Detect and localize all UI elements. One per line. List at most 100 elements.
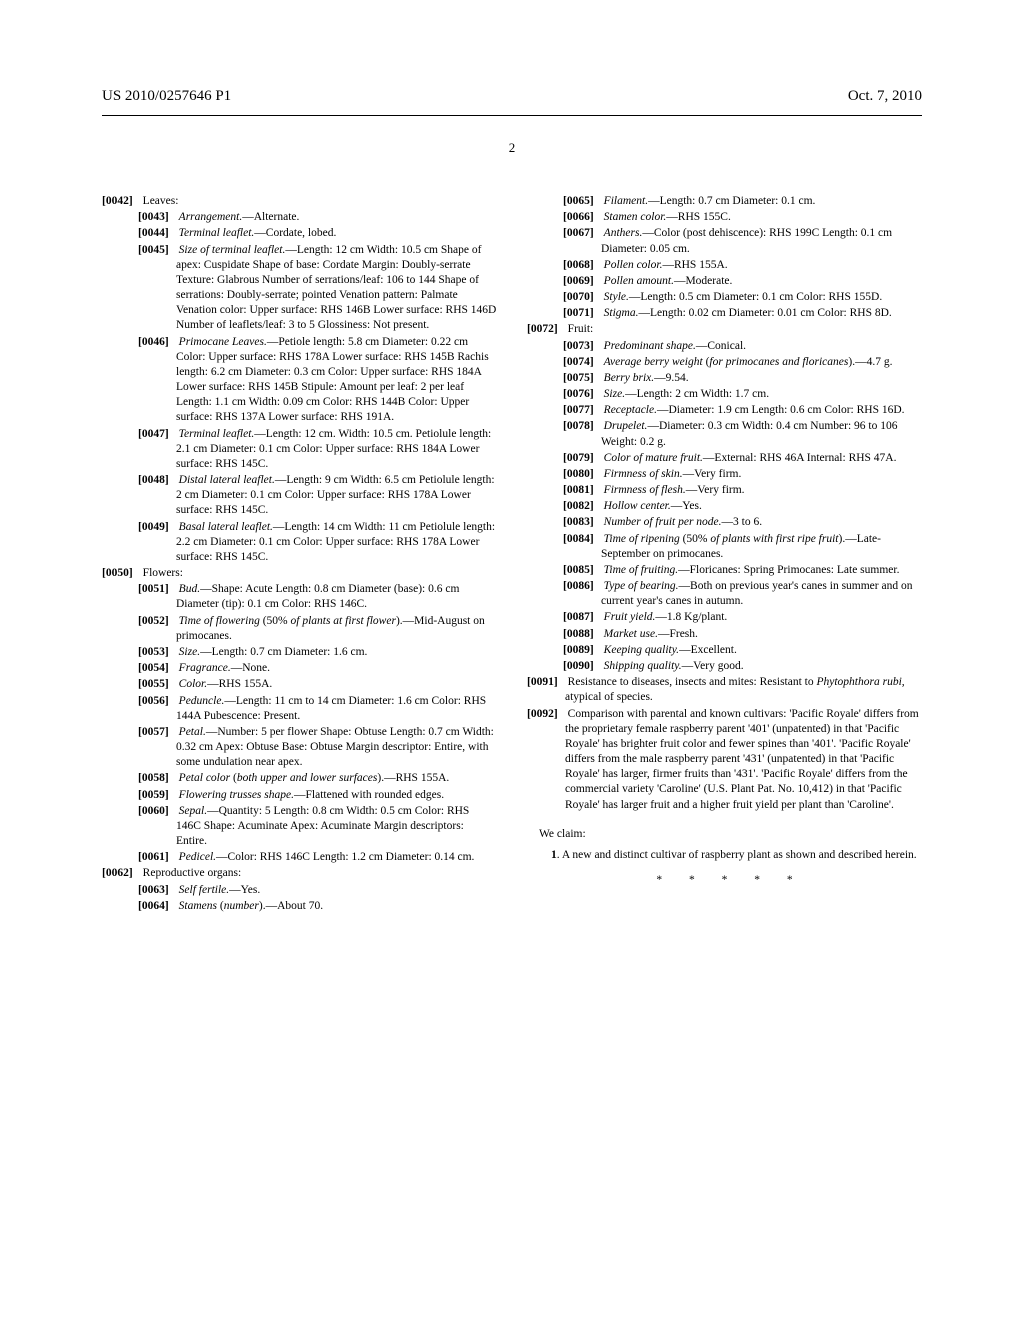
paragraph-text: —Quantity: 5 Length: 0.8 cm Width: 0.5 c… bbox=[176, 805, 469, 847]
paragraph-entry: [0048]Distal lateral leaflet.—Length: 9 … bbox=[102, 473, 497, 519]
paragraph-number: [0047] bbox=[138, 428, 169, 440]
paragraph-entry: [0071]Stigma.—Length: 0.02 cm Diameter: … bbox=[527, 306, 922, 321]
paragraph-text: ).—About 70. bbox=[259, 900, 323, 912]
paragraph-number: [0080] bbox=[563, 468, 594, 480]
paragraph-text: —Length: 12 cm Width: 10.5 cm Shape of a… bbox=[176, 244, 496, 332]
paragraph-entry: [0062] Reproductive organs: bbox=[102, 866, 497, 881]
paragraph-text: Time of flowering bbox=[179, 615, 263, 627]
paragraph-entry: [0045]Size of terminal leaflet.—Length: … bbox=[102, 243, 497, 334]
paragraph-text: —Floricanes: Spring Primocanes: Late sum… bbox=[678, 564, 899, 576]
paragraph-number: [0089] bbox=[563, 644, 594, 656]
paragraph-entry: [0070]Style.—Length: 0.5 cm Diameter: 0.… bbox=[527, 290, 922, 305]
paragraph-entry: [0092]Comparison with parental and known… bbox=[527, 707, 922, 813]
paragraph-entry: [0077]Receptacle.—Diameter: 1.9 cm Lengt… bbox=[527, 403, 922, 418]
paragraph-text: Number of fruit per node. bbox=[604, 516, 722, 528]
paragraph-number: [0056] bbox=[138, 695, 169, 707]
paragraph-number: [0070] bbox=[563, 291, 594, 303]
paragraph-text: —9.54. bbox=[654, 372, 689, 384]
paragraph-entry: [0067]Anthers.—Color (post dehiscence): … bbox=[527, 226, 922, 256]
paragraph-number: [0043] bbox=[138, 211, 169, 223]
paragraph-text: Size. bbox=[179, 646, 200, 658]
paragraph-number: [0050] bbox=[102, 567, 133, 579]
paragraph-text: Leaves: bbox=[143, 195, 179, 207]
paragraph-entry: [0066]Stamen color.—RHS 155C. bbox=[527, 210, 922, 225]
claims-section: We claim:1. A new and distinct cultivar … bbox=[527, 827, 922, 889]
paragraph-text: Reproductive organs: bbox=[143, 867, 241, 879]
paragraph-number: [0082] bbox=[563, 500, 594, 512]
paragraph-text: —Cordate, lobed. bbox=[254, 227, 336, 239]
paragraph-text: Color of mature fruit. bbox=[604, 452, 703, 464]
paragraph-entry: [0086]Type of bearing.—Both on previous … bbox=[527, 579, 922, 609]
paragraph-text: Keeping quality. bbox=[604, 644, 679, 656]
paragraph-entry: [0052]Time of flowering (50% of plants a… bbox=[102, 614, 497, 644]
paragraph-text: —Color: RHS 146C Length: 1.2 cm Diameter… bbox=[216, 851, 474, 863]
paragraph-text: Type of bearing. bbox=[604, 580, 679, 592]
paragraph-entry: [0089]Keeping quality.—Excellent. bbox=[527, 643, 922, 658]
two-column-content: [0042]Leaves:[0043]Arrangement.—Alternat… bbox=[0, 194, 1024, 915]
paragraph-text: Stigma. bbox=[604, 307, 639, 319]
paragraph-text: —None. bbox=[231, 662, 270, 674]
paragraph-entry: [0061]Pedicel.—Color: RHS 146C Length: 1… bbox=[102, 850, 497, 865]
paragraph-number: [0076] bbox=[563, 388, 594, 400]
paragraph-text: —Very firm. bbox=[683, 468, 742, 480]
paragraph-number: [0044] bbox=[138, 227, 169, 239]
claim-text: 1. A new and distinct cultivar of raspbe… bbox=[539, 848, 922, 863]
paragraph-text: Size. bbox=[604, 388, 625, 400]
paragraph-entry: [0059]Flowering trusses shape.—Flattened… bbox=[102, 788, 497, 803]
paragraph-number: [0084] bbox=[563, 533, 594, 545]
paragraph-number: [0046] bbox=[138, 336, 169, 348]
paragraph-entry: [0085]Time of fruiting.—Floricanes: Spri… bbox=[527, 563, 922, 578]
paragraph-text: ).—4.7 g. bbox=[848, 356, 892, 368]
paragraph-entry: [0051]Bud.—Shape: Acute Length: 0.8 cm D… bbox=[102, 582, 497, 612]
paragraph-entry: [0069]Pollen amount.—Moderate. bbox=[527, 274, 922, 289]
paragraph-number: [0069] bbox=[563, 275, 594, 287]
paragraph-text: Petal. bbox=[179, 726, 206, 738]
paragraph-text: Fruit: bbox=[568, 323, 594, 335]
paragraph-text: —RHS 155A. bbox=[207, 678, 272, 690]
paragraph-number: [0072] bbox=[527, 323, 558, 335]
paragraph-text: Terminal leaflet. bbox=[179, 428, 255, 440]
paragraph-text: Firmness of skin. bbox=[604, 468, 683, 480]
paragraph-text: Style. bbox=[604, 291, 629, 303]
paragraph-number: [0078] bbox=[563, 420, 594, 432]
paragraph-text: Firmness of flesh. bbox=[604, 484, 686, 496]
paragraph-entry: [0083]Number of fruit per node.—3 to 6. bbox=[527, 515, 922, 530]
paragraph-text: —Number: 5 per flower Shape: Obtuse Leng… bbox=[176, 726, 494, 768]
paragraph-text: Bud. bbox=[179, 583, 200, 595]
paragraph-text: Arrangement. bbox=[179, 211, 243, 223]
paragraph-number: [0058] bbox=[138, 772, 169, 784]
paragraph-entry: [0091]Resistance to diseases, insects an… bbox=[527, 675, 922, 705]
paragraph-text: Fruit yield. bbox=[604, 611, 656, 623]
paragraph-number: [0068] bbox=[563, 259, 594, 271]
paragraph-number: [0081] bbox=[563, 484, 594, 496]
paragraph-text: ).—RHS 155A. bbox=[377, 772, 449, 784]
paragraph-text: Sepal. bbox=[179, 805, 207, 817]
paragraph-text: —Yes. bbox=[671, 500, 702, 512]
paragraph-entry: [0075]Berry brix.—9.54. bbox=[527, 371, 922, 386]
publication-date: Oct. 7, 2010 bbox=[848, 88, 922, 105]
paragraph-number: [0055] bbox=[138, 678, 169, 690]
left-column: [0042]Leaves:[0043]Arrangement.—Alternat… bbox=[102, 194, 497, 915]
paragraph-entry: [0065]Filament.—Length: 0.7 cm Diameter:… bbox=[527, 194, 922, 209]
paragraph-entry: [0049]Basal lateral leaflet.—Length: 14 … bbox=[102, 520, 497, 566]
paragraph-number: [0075] bbox=[563, 372, 594, 384]
paragraph-text: Average berry weight bbox=[604, 356, 706, 368]
paragraph-text: (50% bbox=[683, 533, 711, 545]
paragraph-number: [0062] bbox=[102, 867, 133, 879]
paragraph-number: [0083] bbox=[563, 516, 594, 528]
paragraph-entry: [0079]Color of mature fruit.—External: R… bbox=[527, 451, 922, 466]
paragraph-text: Hollow center. bbox=[604, 500, 671, 512]
paragraph-entry: [0056]Peduncle.—Length: 11 cm to 14 cm D… bbox=[102, 694, 497, 724]
paragraph-entry: [0047]Terminal leaflet.—Length: 12 cm. W… bbox=[102, 427, 497, 473]
paragraph-entry: [0057]Petal.—Number: 5 per flower Shape:… bbox=[102, 725, 497, 771]
paragraph-number: [0079] bbox=[563, 452, 594, 464]
paragraph-text: for primocanes and floricanes bbox=[709, 356, 848, 368]
paragraph-number: [0042] bbox=[102, 195, 133, 207]
paragraph-entry: [0054]Fragrance.—None. bbox=[102, 661, 497, 676]
paragraph-number: [0060] bbox=[138, 805, 169, 817]
paragraph-entry: [0064]Stamens (number).—About 70. bbox=[102, 899, 497, 914]
paragraph-text: —Petiole length: 5.8 cm Diameter: 0.22 c… bbox=[176, 336, 489, 424]
paragraph-text: —Color (post dehiscence): RHS 199C Lengt… bbox=[601, 227, 892, 254]
paragraph-text: Petal color bbox=[179, 772, 233, 784]
paragraph-text: Basal lateral leaflet. bbox=[179, 521, 273, 533]
